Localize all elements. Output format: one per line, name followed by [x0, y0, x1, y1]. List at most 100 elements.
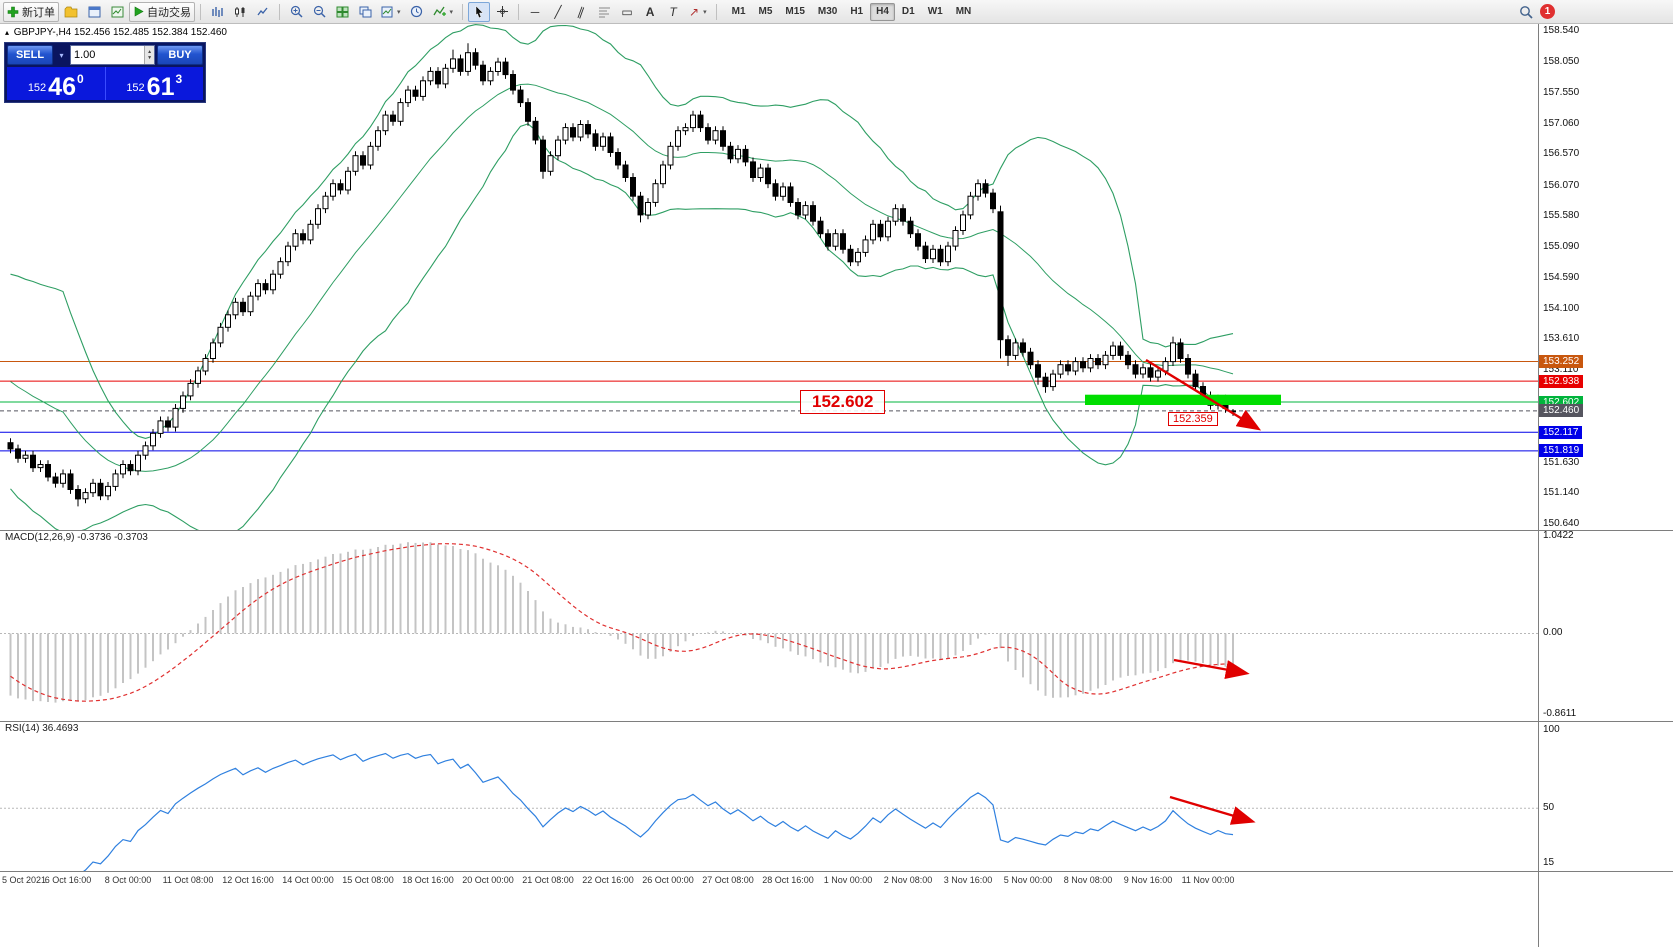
date-label: 14 Oct 00:00 — [282, 875, 334, 885]
timeframe-button-W1[interactable]: W1 — [927, 6, 943, 17]
symbol-marker-icon: ▴ — [5, 28, 10, 37]
trend-arrow[interactable] — [1169, 795, 1256, 825]
symbol-title: GBPJPY-,H4 — [13, 27, 72, 38]
autotrading-play-icon — [134, 6, 144, 17]
timeframe-button-MN[interactable]: MN — [955, 6, 972, 17]
timeframe-button-M15[interactable]: M15 — [785, 6, 805, 17]
trend-arrow[interactable] — [1145, 358, 1262, 431]
period-button[interactable] — [406, 2, 428, 22]
rsi-canvas[interactable] — [0, 721, 1538, 871]
buy-price-sup: 3 — [175, 72, 183, 86]
volume-field: ▲ ▼ — [70, 45, 155, 65]
text-tool-icon: A — [645, 4, 655, 19]
new-order-button[interactable]: 新订单 — [3, 1, 59, 22]
notification-badge[interactable]: 1 — [1540, 4, 1555, 19]
timeframe-button-D1[interactable]: D1 — [901, 6, 915, 17]
volume-stepper[interactable]: ▲ ▼ — [144, 46, 154, 64]
timeframe-button-M1[interactable]: M1 — [731, 6, 746, 17]
trendline-tool-button[interactable]: ╱ — [547, 2, 569, 22]
price-annotation-label[interactable]: 152.602 — [800, 390, 886, 414]
chevron-down-icon: ▾ — [397, 8, 401, 16]
sell-price-prefix: 152 — [27, 82, 47, 94]
date-label: 15 Oct 08:00 — [342, 875, 394, 885]
indicators-button[interactable]: ▾ — [429, 2, 458, 22]
crosshair-button[interactable] — [491, 2, 513, 22]
autotrading-button[interactable]: 自动交易 — [129, 1, 195, 22]
timeframe-button-M5[interactable]: M5 — [758, 6, 773, 17]
date-label: 1 Nov 00:00 — [823, 875, 873, 885]
toolbar-separator — [200, 3, 201, 20]
price-panel: ▴ GBPJPY-,H4 152.456 152.485 152.384 152… — [0, 24, 1538, 530]
data-window-button[interactable] — [106, 2, 128, 22]
candlestick-chart-button[interactable] — [229, 2, 251, 22]
sell-button[interactable]: SELL — [7, 45, 53, 65]
buy-price-big: 61 — [146, 72, 175, 101]
crosshair-icon — [496, 6, 508, 17]
macd-panel: MACD(12,26,9) -0.3736 -0.3703 — [0, 530, 1538, 721]
main-toolbar: 新订单 自动交易 — [0, 0, 1673, 24]
fibonacci-tool-button[interactable] — [593, 2, 615, 22]
panel-splitter[interactable] — [0, 530, 1673, 531]
bar-chart-button[interactable] — [206, 2, 228, 22]
timeframe-button-M30[interactable]: M30 — [817, 6, 838, 17]
price-axis-label: 154.100 — [1543, 303, 1580, 314]
trend-arrow[interactable] — [1173, 658, 1250, 679]
sell-price-big: 46 — [48, 72, 76, 101]
text-tool-button[interactable]: A — [639, 2, 661, 22]
zoom-out-button[interactable] — [308, 2, 330, 22]
panel-splitter[interactable] — [0, 721, 1673, 722]
date-label: 11 Nov 00:00 — [1181, 875, 1235, 885]
stepper-up-icon[interactable]: ▲ — [147, 48, 153, 55]
price-tag: 152.460 — [1539, 404, 1584, 417]
price-axis-label: 153.110 — [1543, 364, 1579, 375]
buy-price-display: 152 61 3 — [105, 67, 203, 101]
label-tool-button[interactable]: T — [662, 2, 684, 22]
tile-windows-button[interactable] — [331, 2, 353, 22]
macd-values: -0.3736 -0.3703 — [77, 532, 148, 543]
arrows-tool-button[interactable]: ↗ ▾ — [685, 2, 711, 22]
price-axis-label: 150.640 — [1543, 518, 1580, 529]
trendline-tool-icon: ╱ — [554, 4, 562, 19]
rsi-axis-label: 100 — [1543, 724, 1560, 735]
profiles-button[interactable] — [60, 2, 82, 22]
search-button[interactable] — [1515, 2, 1537, 22]
market-watch-button[interactable] — [83, 2, 105, 22]
toolbar-separator — [279, 3, 280, 20]
price-chart-canvas[interactable] — [0, 24, 1538, 530]
price-axis-label: 151.140 — [1543, 487, 1580, 498]
volume-dropdown-caret-icon[interactable]: ▾ — [59, 50, 64, 60]
timeframe-button-H4[interactable]: H4 — [870, 2, 895, 21]
new-chart-button[interactable]: ▾ — [377, 2, 405, 22]
cascade-windows-icon — [359, 6, 371, 17]
price-tag: 152.938 — [1539, 375, 1584, 388]
date-label: 11 Oct 08:00 — [162, 875, 214, 885]
price-tag: 151.819 — [1539, 444, 1584, 457]
cascade-windows-button[interactable] — [354, 2, 376, 22]
macd-canvas[interactable] — [0, 530, 1538, 721]
channel-tool-button[interactable]: ∥ — [570, 2, 592, 22]
hline-tool-button[interactable]: ─ — [524, 2, 546, 22]
price-axis-label: 155.090 — [1543, 241, 1580, 252]
sell-price-sup: 0 — [76, 72, 84, 86]
price-annotation-small-label[interactable]: 152.359 — [1168, 412, 1218, 426]
timeframe-button-H1[interactable]: H1 — [850, 6, 864, 17]
toolbar-separator — [715, 3, 717, 20]
stepper-down-icon[interactable]: ▼ — [147, 54, 153, 61]
cursor-button[interactable] — [468, 1, 491, 22]
volume-input[interactable] — [71, 46, 145, 64]
price-tag: 152.117 — [1539, 426, 1583, 439]
shapes-tool-button[interactable]: ▭ — [616, 2, 638, 22]
zoom-in-button[interactable] — [285, 2, 307, 22]
buy-button[interactable]: BUY — [157, 45, 203, 65]
indicators-icon — [432, 6, 446, 16]
line-chart-button[interactable] — [252, 2, 274, 22]
price-axis[interactable]: 158.540 158.050 157.550 157.060 156.570 156.0… — [1538, 24, 1673, 947]
cursor-icon — [475, 5, 484, 18]
price-axis-label: 157.550 — [1543, 87, 1580, 98]
panel-splitter[interactable] — [0, 871, 1673, 872]
price-axis-label: 153.610 — [1543, 333, 1580, 344]
rsi-name: RSI(14) — [5, 723, 40, 734]
date-axis[interactable]: 5 Oct 2021 6 Oct 16:00 8 Oct 00:00 11 Oct 0… — [0, 872, 1538, 890]
label-tool-icon: T — [669, 4, 677, 19]
